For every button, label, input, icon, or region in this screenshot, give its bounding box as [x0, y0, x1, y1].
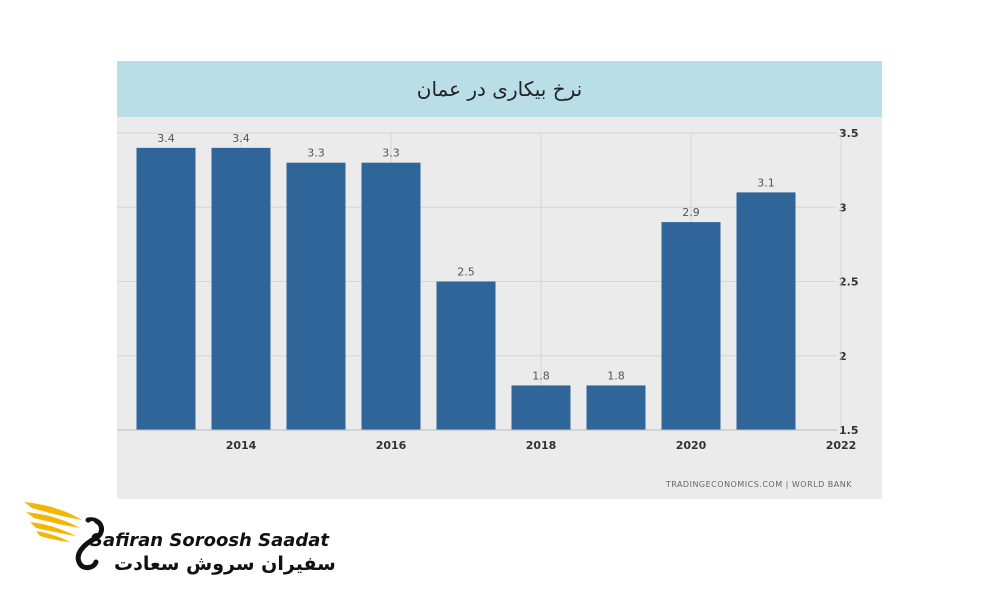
source-credit: TRADINGECONOMICS.COM | WORLD BANK [665, 480, 852, 489]
x-tick-label: 2022 [826, 439, 857, 452]
bar-2014 [211, 147, 271, 430]
data-label: 3.4 [157, 132, 175, 145]
x-tick-label: 2014 [226, 439, 257, 452]
data-label: 2.5 [457, 266, 475, 279]
y-tick-label: 2 [839, 350, 847, 363]
data-label: 1.8 [532, 369, 550, 382]
y-tick-label: 2.5 [839, 276, 859, 289]
x-tick-label: 2020 [676, 439, 707, 452]
chart-panel: 1.5 2 2.5 3 3.5 2014 2016 2018 2020 2022 3.4 3.4 3.3… [117, 117, 882, 499]
bar-2013 [136, 147, 196, 430]
y-tick-label: 3.5 [839, 127, 859, 140]
bar-2018 [511, 385, 571, 430]
bar-2020 [661, 222, 721, 430]
x-tick-label: 2018 [526, 439, 557, 452]
bar-2016 [361, 162, 421, 430]
chart-title-band: نرخ بیکاری در عمان [117, 61, 882, 117]
data-label: 3.3 [307, 147, 325, 160]
x-tick-label: 2016 [376, 439, 407, 452]
data-label: 3.1 [757, 176, 775, 189]
bar-2017 [436, 281, 496, 430]
bar-2015 [286, 162, 346, 430]
y-tick-label: 3 [839, 201, 847, 214]
brand-name-english: Safiran Soroosh Saadat [90, 530, 330, 551]
brand-name-persian: سفیران سروش سعادت [114, 553, 336, 575]
bar-2019 [586, 385, 646, 430]
wing-logo-icon [24, 502, 105, 571]
bar-2021 [736, 192, 796, 430]
brand-logo: Safiran Soroosh Saadat سفیران سروش سعادت [22, 498, 336, 578]
data-label: 3.4 [232, 132, 250, 145]
bar-chart: 1.5 2 2.5 3 3.5 2014 2016 2018 2020 2022 3.4 3.4 3.3… [117, 127, 859, 452]
data-label: 1.8 [607, 369, 625, 382]
y-tick-label: 1.5 [839, 424, 859, 437]
data-label: 2.9 [682, 206, 700, 219]
chart-title: نرخ بیکاری در عمان [416, 77, 583, 101]
data-label: 3.3 [382, 147, 400, 160]
